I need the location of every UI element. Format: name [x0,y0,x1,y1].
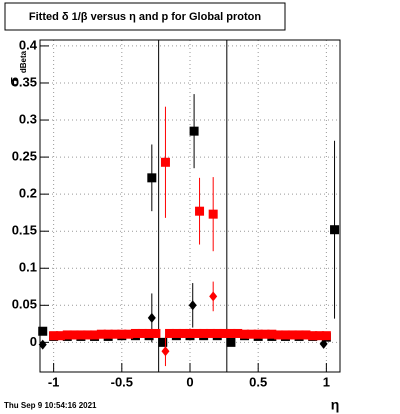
marker-square [96,329,106,339]
marker-square [315,331,325,341]
y-tick-label: 0.25 [12,149,37,164]
marker-square [144,328,154,338]
marker-square [280,330,290,340]
title-box [4,2,286,31]
marker-square [178,328,188,338]
y-tick-label: 0 [30,334,37,349]
marker-square [253,329,263,339]
y-tick-label: 0.15 [12,223,37,238]
marker-square [189,126,199,136]
marker-square [260,329,270,339]
marker-square [124,329,134,339]
marker-square [330,225,340,235]
marker-square [137,328,147,338]
marker-square [301,330,311,340]
marker-square [55,331,65,341]
marker-diamond [38,339,47,350]
marker-square [90,330,100,340]
plot-frame [39,39,341,373]
y-tick-label: 0.1 [19,260,37,275]
x-tick-label: 0 [186,374,193,389]
marker-square [192,328,202,338]
y-tick-label: 0.35 [12,74,37,89]
marker-square [287,330,297,340]
marker-square [38,326,48,336]
marker-square [171,328,181,338]
marker-square [246,329,256,339]
marker-square [240,329,250,339]
marker-square [294,330,304,340]
marker-square [226,328,236,338]
marker-square [117,329,127,339]
marker-square [160,157,170,167]
marker-square [219,328,229,338]
y-tick-label: 0.4 [19,37,38,52]
marker-square [62,330,72,340]
marker-square [76,330,86,340]
marker-square [103,329,113,339]
marker-square [321,331,331,341]
chart-title: Fitted δ 1/β versus η and p for Global p… [29,11,261,23]
x-tick-label: 0.5 [249,374,267,389]
x-axis-label: η [331,397,340,413]
marker-square [205,328,215,338]
y-tick-label: 0.2 [19,186,37,201]
y-axis-label: σ [6,77,22,87]
marker-square [49,331,59,341]
marker-square [151,328,161,338]
marker-square [233,328,243,338]
marker-square [130,328,140,338]
marker-square [212,328,222,338]
marker-diamond [161,346,170,357]
marker-square [110,329,120,339]
marker-diamond [209,291,218,302]
timestamp: Thu Sep 9 10:54:16 2021 [4,401,97,410]
marker-square [165,328,175,338]
y-axis-label-sub: dBeta [19,50,28,73]
marker-square [147,173,157,183]
x-tick-label: -1 [48,374,60,389]
x-tick-label: -0.5 [111,374,133,389]
marker-square [195,206,205,216]
marker-square [158,337,168,347]
marker-square [199,328,209,338]
marker-square [208,209,218,219]
y-tick-label: 0.3 [19,111,37,126]
marker-square [274,330,284,340]
marker-square [308,331,318,341]
y-tick-label: 0.05 [12,297,37,312]
marker-diamond [319,338,328,349]
marker-square [226,337,236,347]
marker-diamond [188,300,197,311]
marker-diamond [147,312,156,323]
marker-square [69,330,79,340]
marker-square [83,330,93,340]
marker-square [185,328,195,338]
x-tick-label: 1 [323,374,330,389]
marker-square [267,329,277,339]
